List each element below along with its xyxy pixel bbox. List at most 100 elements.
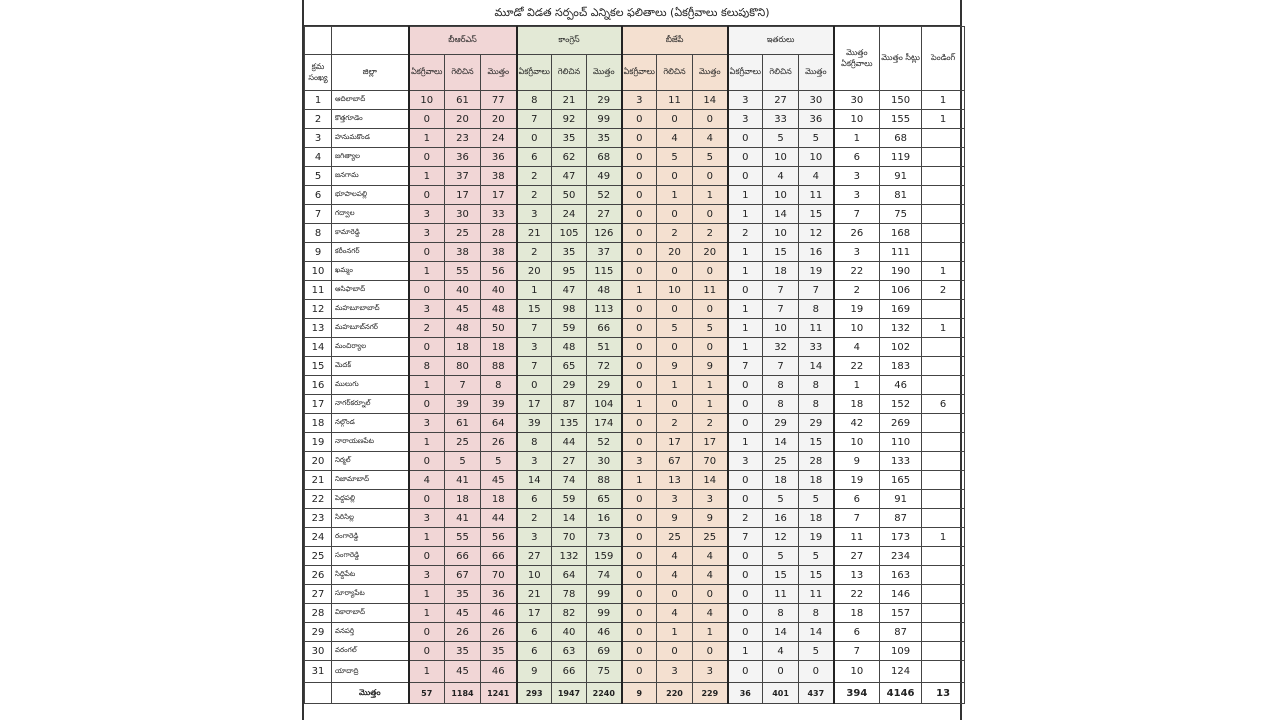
value-cell: 15 [798, 565, 835, 585]
value-cell: 2 [656, 223, 694, 243]
value-cell: 41 [444, 508, 481, 528]
total-unanimous-header: మొత్తం ఏకగ్రీవాలు [832, 26, 881, 91]
subheader-oth-1: గెలిచిన [762, 54, 800, 91]
value-cell: 3 [656, 660, 694, 683]
value-cell: 99 [585, 109, 623, 129]
value-cell: 6 [515, 641, 552, 661]
value-cell: 5 [480, 451, 517, 471]
table-row: 16 ములుగు 1 7 8 0 29 29 0 1 1 0 8 8 1 46 [304, 375, 966, 395]
value-cell: 10 [832, 109, 881, 129]
value-cell: 16 [798, 242, 835, 262]
value-cell: 0 [620, 147, 658, 167]
value-cell: 22 [832, 261, 881, 281]
value-cell: 3 [407, 413, 445, 433]
value-cell: 0 [620, 337, 658, 357]
total-cell: 2240 [585, 682, 623, 704]
serial-cell: 19 [304, 432, 332, 452]
value-cell: 6 [515, 489, 552, 509]
value-cell: 44 [551, 432, 587, 452]
value-cell: 0 [726, 128, 764, 148]
value-cell: 22 [832, 356, 881, 376]
value-cell: 1 [726, 242, 764, 262]
value-cell: 9 [692, 508, 729, 528]
value-cell: 9 [656, 356, 694, 376]
serial-cell: 10 [304, 261, 332, 281]
district-cell: పెద్దపల్లి [331, 489, 409, 509]
value-cell: 47 [551, 166, 587, 186]
value-cell: 26 [480, 432, 517, 452]
value-cell: 0 [620, 318, 658, 338]
subheader-brs-1: గెలిచిన [444, 54, 481, 91]
value-cell: 7 [515, 109, 552, 129]
value-cell: 0 [407, 185, 445, 205]
value-cell: 10 [762, 318, 800, 338]
value-cell: 190 [879, 261, 923, 281]
value-cell: 0 [620, 242, 658, 262]
value-cell: 157 [879, 603, 923, 623]
value-cell: 20 [444, 109, 481, 129]
value-cell: 269 [879, 413, 923, 433]
value-cell: 3 [726, 451, 764, 471]
serial-cell: 1 [304, 90, 332, 110]
subheader-inc-1: గెలిచిన [551, 54, 587, 91]
value-cell: 173 [879, 527, 923, 547]
value-cell: 35 [444, 584, 481, 604]
value-cell: 2 [692, 223, 729, 243]
value-cell: 3 [515, 337, 552, 357]
value-cell: 18 [762, 261, 800, 281]
value-cell: 92 [551, 109, 587, 129]
value-cell: 4 [692, 565, 729, 585]
district-cell: మెదక్ [331, 356, 409, 376]
value-cell: 1 [407, 261, 445, 281]
district-cell: ఆసిఫాబాద్ [331, 280, 409, 300]
value-cell: 18 [762, 470, 800, 490]
value-cell: 2 [407, 318, 445, 338]
table-row: 17 నాగర్‌కర్నూల్ 0 39 39 17 87 104 1 0 1 0 8 8 18 152 6 [304, 394, 966, 414]
value-cell: 91 [879, 489, 923, 509]
table-header: బీఆర్ఎస్ కాంగ్రెస్ బీజేపీ ఇతరులు మొత్తం … [304, 26, 966, 91]
value-cell: 18 [480, 489, 517, 509]
value-cell: 46 [480, 603, 517, 623]
value-cell: 26 [444, 622, 481, 642]
value-cell: 8 [515, 432, 552, 452]
value-cell: 0 [656, 261, 694, 281]
value-cell: 30 [798, 90, 835, 110]
value-cell: 0 [620, 185, 658, 205]
value-cell: 1 [692, 185, 729, 205]
value-cell: 42 [832, 413, 881, 433]
value-cell: 88 [585, 470, 623, 490]
value-cell: 39 [480, 394, 517, 414]
value-cell: 2 [515, 166, 552, 186]
value-cell: 14 [551, 508, 587, 528]
value-cell: 68 [585, 147, 623, 167]
value-cell [921, 470, 966, 490]
value-cell: 6 [832, 147, 881, 167]
value-cell: 14 [762, 622, 800, 642]
value-cell: 19 [798, 527, 835, 547]
value-cell: 11 [798, 185, 835, 205]
value-cell: 2 [692, 413, 729, 433]
value-cell: 0 [407, 641, 445, 661]
value-cell: 4 [656, 128, 694, 148]
value-cell: 29 [585, 90, 623, 110]
value-cell: 0 [726, 660, 764, 683]
value-cell: 45 [444, 299, 481, 319]
value-cell: 17 [444, 185, 481, 205]
value-cell: 27 [551, 451, 587, 471]
value-cell: 0 [620, 166, 658, 186]
total-cell: 229 [692, 682, 729, 704]
value-cell: 19 [798, 261, 835, 281]
value-cell: 10 [407, 90, 445, 110]
value-cell: 110 [879, 432, 923, 452]
value-cell: 15 [515, 299, 552, 319]
district-cell: సంగారెడ్డి [331, 546, 409, 566]
value-cell: 0 [407, 489, 445, 509]
serial-cell: 18 [304, 413, 332, 433]
value-cell: 82 [551, 603, 587, 623]
value-cell: 18 [444, 337, 481, 357]
total-cell: 4146 [879, 682, 923, 704]
value-cell: 74 [585, 565, 623, 585]
value-cell: 18 [832, 603, 881, 623]
value-cell: 26 [480, 622, 517, 642]
value-cell: 7 [762, 280, 800, 300]
